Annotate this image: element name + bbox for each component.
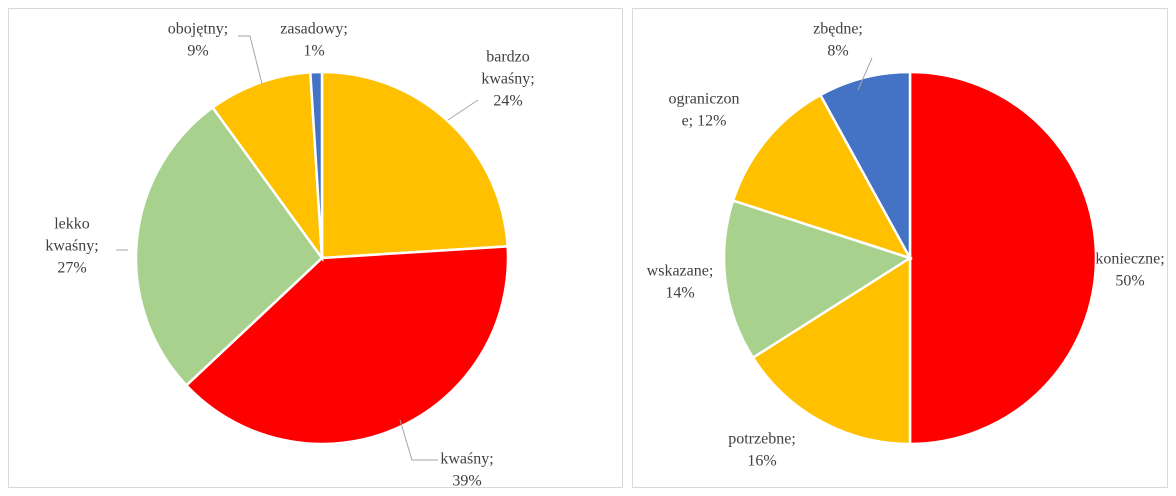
data-label: konieczne; — [1095, 251, 1164, 268]
data-label: ograniczon — [668, 91, 739, 108]
data-label: 24% — [493, 93, 522, 110]
data-label: 39% — [452, 473, 481, 490]
data-label: 1% — [303, 43, 324, 60]
pie-slice — [184, 244, 510, 446]
pie-slice — [731, 93, 913, 261]
data-label: e; 12% — [682, 113, 727, 130]
data-label: 14% — [665, 285, 694, 302]
data-label: kwaśny; — [440, 451, 493, 468]
leader-line — [399, 419, 438, 461]
pie-slice — [134, 105, 324, 388]
data-label: obojętny; — [168, 21, 228, 38]
data-label: 27% — [57, 260, 86, 277]
data-label: zasadowy; — [280, 21, 348, 38]
pie-slice — [320, 70, 509, 260]
data-label: 9% — [187, 43, 208, 60]
leader-line — [238, 35, 263, 85]
pie-slice — [751, 255, 912, 446]
pie-slice — [722, 198, 913, 360]
leader-line — [857, 57, 873, 91]
data-label: bardzo — [486, 49, 530, 66]
data-label: wskazane; — [647, 263, 714, 280]
data-label: 8% — [827, 43, 848, 60]
data-label: kwaśny; — [45, 238, 98, 255]
data-label: potrzebne; — [728, 431, 796, 448]
data-label: lekko — [54, 216, 90, 233]
data-label: kwaśny; — [481, 71, 534, 88]
pie-slice — [210, 71, 324, 263]
data-label: 16% — [747, 453, 776, 470]
data-label: zbędne; — [813, 21, 863, 38]
leader-line — [447, 99, 479, 121]
pie-slice — [908, 70, 1098, 446]
pie-slice — [308, 70, 324, 259]
data-label: 50% — [1115, 273, 1144, 290]
